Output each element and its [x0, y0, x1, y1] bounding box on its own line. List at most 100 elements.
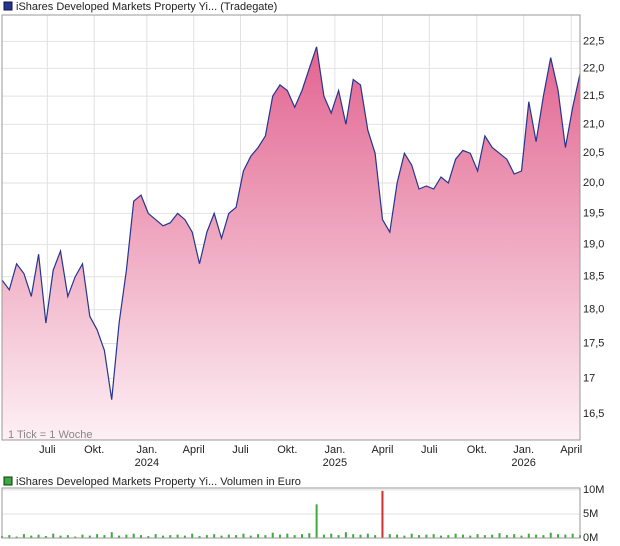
- x-tick-label: April: [560, 444, 582, 456]
- y-tick-label: 22,5: [583, 35, 604, 47]
- volume-bar: [447, 535, 450, 538]
- volume-bar: [154, 534, 157, 538]
- volume-bar: [300, 534, 303, 538]
- volume-bar: [513, 534, 516, 538]
- volume-bar: [118, 535, 121, 538]
- volume-bar: [330, 533, 333, 538]
- volume-bar: [242, 533, 245, 538]
- volume-bar: [44, 536, 47, 538]
- volume-bar: [286, 533, 289, 538]
- volume-bar: [220, 535, 223, 538]
- plot-frame: [1, 487, 581, 539]
- volume-bar: [249, 535, 252, 538]
- price-area: [2, 46, 580, 441]
- volume-bar: [74, 536, 77, 538]
- y-tick-label: 16,5: [583, 408, 604, 420]
- x-tick-label: Jan.: [513, 444, 534, 456]
- volume-bar: [535, 534, 538, 538]
- volume-bar: [439, 535, 442, 538]
- volume-bar: [66, 535, 69, 538]
- y-tick-label: 17,5: [583, 337, 604, 349]
- volume-bar: [352, 534, 355, 538]
- volume-bar: [205, 535, 208, 538]
- volume-bar: [264, 535, 267, 538]
- x-tick-label: April: [371, 444, 393, 456]
- volume-bar: [213, 534, 216, 538]
- volume-bar: [549, 532, 552, 538]
- volume-bar: [315, 504, 318, 538]
- volume-bar: [198, 536, 201, 538]
- y-tick-label: 17: [583, 372, 595, 384]
- volume-bar: [403, 535, 406, 538]
- price-panel: 16,5 17 17,5 18,0 18,5 19,0 19,5 20,0 20,5 21,0 21…: [1, 14, 604, 469]
- volume-bar: [88, 535, 91, 538]
- x-tick-label: Juli: [232, 444, 249, 456]
- volume-bar: [388, 534, 391, 538]
- volume-bar: [425, 534, 428, 538]
- volume-bar: [257, 534, 260, 538]
- tick-note: 1 Tick = 1 Woche: [8, 429, 92, 441]
- volume-bar: [461, 534, 464, 538]
- x-tick-label: Okt.: [467, 444, 487, 456]
- y-tick-label: 21,5: [583, 90, 604, 102]
- chart-title: iShares Developed Markets Property Yi...…: [16, 476, 301, 488]
- volume-bar: [557, 534, 560, 538]
- legend-swatch: [3, 1, 13, 11]
- volume-bar: [308, 533, 311, 538]
- y-tick-label: 19,0: [583, 239, 604, 251]
- volume-bar: [125, 534, 128, 538]
- volume-bar: [381, 490, 384, 538]
- volume-bar: [337, 535, 340, 538]
- year-label: 2024: [135, 457, 159, 469]
- volume-bar: [293, 535, 296, 538]
- volume-bar: [359, 534, 362, 538]
- volume-bar: [374, 535, 377, 538]
- volume-bar: [8, 535, 11, 538]
- volume-bar: [542, 535, 545, 538]
- volume-bar: [140, 535, 143, 538]
- volume-bar: [454, 533, 457, 538]
- volume-bar: [322, 534, 325, 538]
- plot-frame: [1, 14, 581, 441]
- volume-panel: 0M 5M 10M: [1, 484, 604, 544]
- volume-bar: [279, 534, 282, 538]
- volume-bar: [30, 535, 33, 538]
- volume-bar: [396, 534, 399, 538]
- x-tick-label: April: [183, 444, 205, 456]
- volume-bar: [418, 535, 421, 538]
- volume-bar: [491, 534, 494, 538]
- volume-bar: [59, 535, 62, 538]
- chart-title: iShares Developed Markets Property Yi...…: [16, 1, 277, 13]
- volume-bar: [37, 534, 40, 538]
- volume-bar: [498, 533, 501, 538]
- volume-bar: [15, 536, 18, 538]
- volume-bar: [227, 534, 230, 538]
- volume-bar: [81, 534, 84, 538]
- volume-bar: [271, 532, 274, 538]
- volume-bar: [432, 534, 435, 538]
- x-tick-label: Juli: [421, 444, 438, 456]
- volume-bar: [476, 534, 479, 538]
- price-line: [1, 46, 581, 400]
- x-tick-label: Okt.: [84, 444, 104, 456]
- y-tick-label: 21,0: [583, 118, 604, 130]
- volume-bar: [22, 534, 25, 538]
- volume-bar: [96, 534, 99, 538]
- y-tick-label: 18,0: [583, 304, 604, 316]
- volume-bar: [520, 535, 523, 538]
- volume-bar: [527, 533, 530, 538]
- volume-bar: [176, 534, 179, 538]
- volume-bar: [571, 533, 574, 538]
- year-label: 2026: [511, 457, 535, 469]
- y-tick-label: 10M: [583, 484, 604, 496]
- volume-bar: [161, 535, 164, 538]
- volume-bar: [147, 536, 150, 538]
- y-tick-label: 0M: [583, 532, 598, 544]
- volume-bar: [183, 535, 186, 538]
- volume-bar: [132, 533, 135, 538]
- y-tick-label: 18,5: [583, 271, 604, 283]
- volume-bar: [344, 532, 347, 538]
- x-tick-label: Jan.: [136, 444, 157, 456]
- volume-bar: [410, 533, 413, 538]
